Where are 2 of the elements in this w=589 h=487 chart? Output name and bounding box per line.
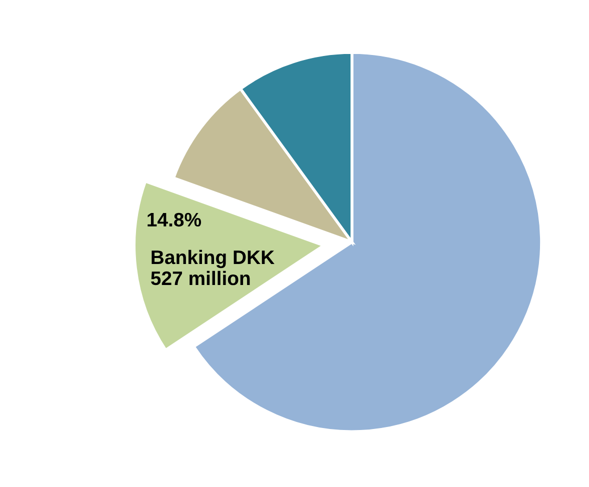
slice-label: Banking DKK 527 million [151,250,274,286]
data-label: 14.8% [148,212,202,227]
